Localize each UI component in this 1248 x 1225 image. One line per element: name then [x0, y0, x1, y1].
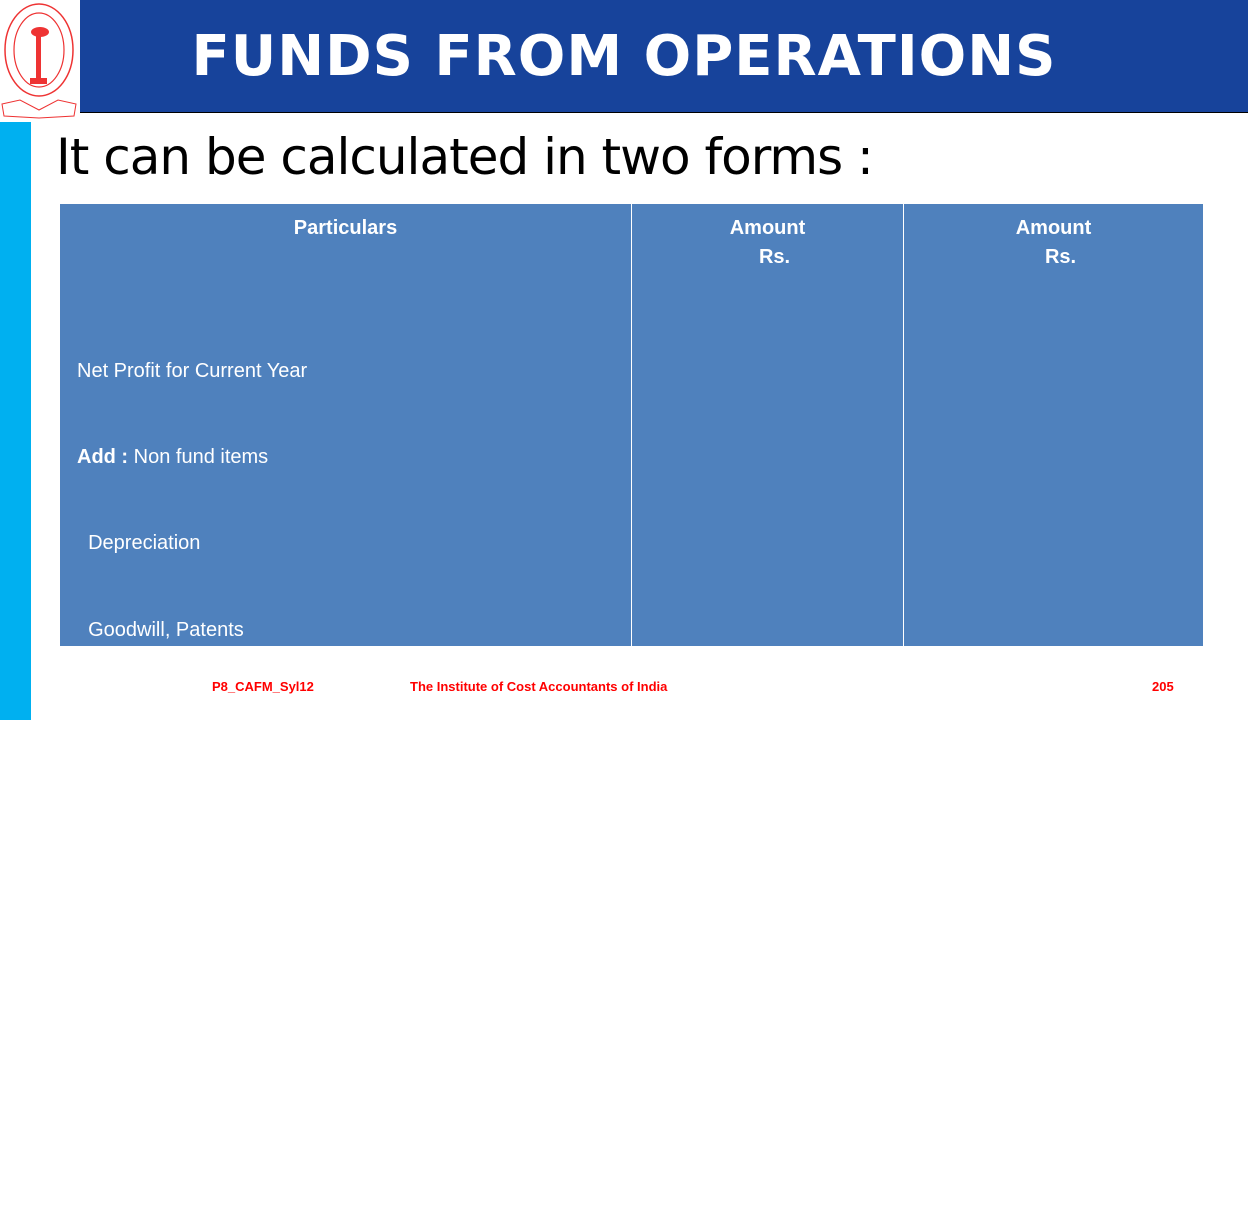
- subtitle: It can be calculated in two forms :: [56, 128, 874, 186]
- page-number: 205: [1152, 679, 1174, 694]
- table-row: Net Profit for Current Year: [77, 357, 504, 386]
- funds-table: Particulars Net Profit for Current Year …: [60, 204, 1203, 1167]
- table-row: ,already Credited to P & L A/c.: [77, 875, 504, 904]
- slide-title: FUNDS FROM OPERATIONS: [191, 24, 1057, 89]
- header-amount-1: Amount Rs.: [632, 214, 903, 272]
- total-text: Funds from operations: [149, 1137, 410, 1168]
- header-amount-2: Amount Rs.: [904, 214, 1203, 272]
- row-text: Non-fund Items and Non-trading Income: [147, 791, 504, 814]
- footer-institute: The Institute of Cost Accountants of Ind…: [410, 679, 668, 694]
- row-text: Depreciation: [77, 532, 201, 555]
- table-row: Add : Non fund items: [77, 443, 504, 472]
- header-particulars: Particulars: [60, 214, 631, 243]
- header-text: Amount: [1015, 217, 1092, 239]
- row-text: ,already Credited to P & L A/c.: [77, 877, 350, 900]
- table-row: LESS : Non-fund Items and Non-trading In…: [77, 789, 504, 818]
- row-text: Dividend Recevied: [77, 964, 244, 987]
- header-unit: Rs.: [1044, 246, 1077, 268]
- row-text: Non fund items: [133, 445, 269, 468]
- row-text: Profit on sale: [77, 1050, 194, 1073]
- row-bold: Add :: [77, 445, 134, 468]
- row-text: Goodwill, Patents: [77, 618, 244, 641]
- row-text: Preliminary Expenses Written off: [77, 705, 484, 728]
- row-bold: LESS :: [77, 791, 148, 814]
- amount-column-1: Amount Rs.: [632, 204, 904, 646]
- row-text: Net Profit for Current Year: [77, 359, 308, 382]
- accent-strip: [0, 122, 31, 720]
- particulars-column: Particulars Net Profit for Current Year …: [60, 204, 632, 1167]
- header-text: Amount: [729, 217, 806, 239]
- table-row: Profit on sale: [77, 1048, 504, 1077]
- footer-code: P8_CAFM_Syl12: [212, 679, 314, 694]
- header-unit: Rs.: [758, 246, 791, 268]
- particulars-list: Net Profit for Current Year Add : Non fu…: [77, 299, 504, 1225]
- title-banner: FUNDS FROM OPERATIONS: [80, 0, 1248, 113]
- table-row: Goodwill, Patents: [77, 616, 504, 645]
- total-row: Funds from operations: [77, 1138, 504, 1167]
- amount-column-2: Amount Rs.: [904, 204, 1203, 646]
- header-text: Particulars: [293, 217, 398, 239]
- table-row: Dividend Recevied: [77, 961, 504, 990]
- institute-logo: [0, 0, 80, 120]
- table-row: Preliminary Expenses Written off: [77, 702, 504, 731]
- table-row: Depreciation: [77, 529, 504, 558]
